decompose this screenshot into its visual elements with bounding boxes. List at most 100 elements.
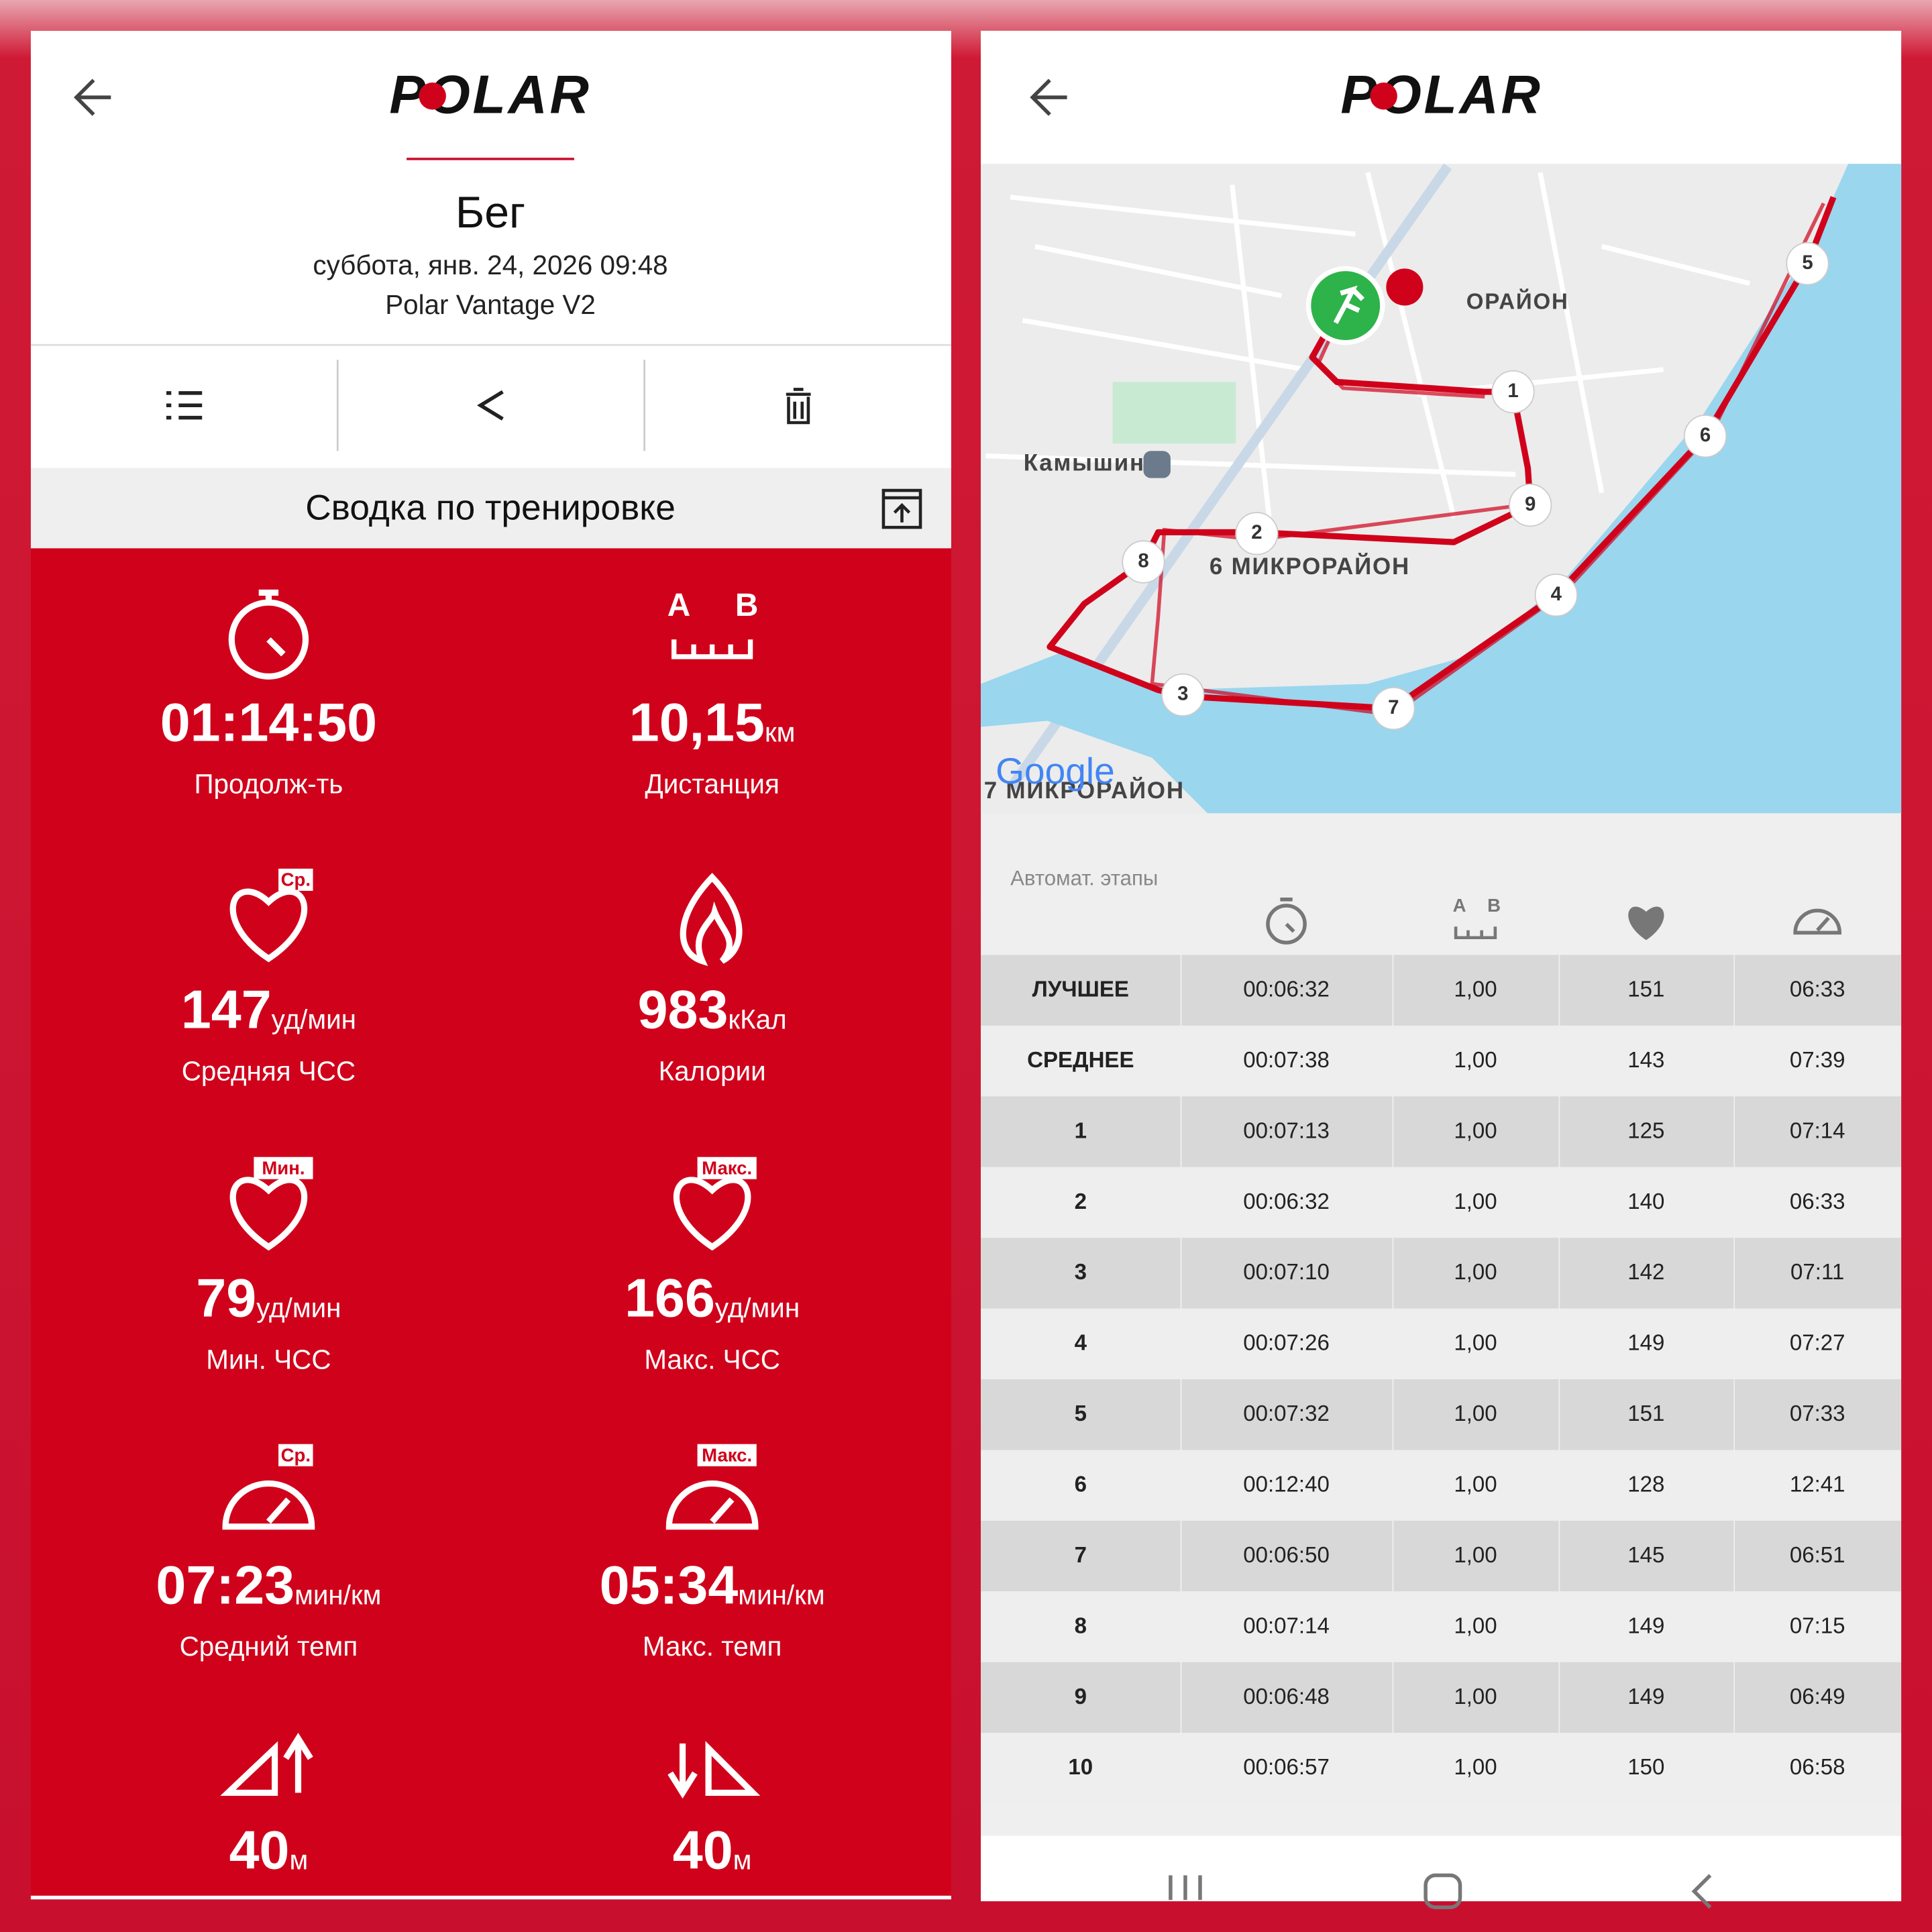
stat-value: 983кКал [638,980,787,1040]
km-marker [1235,512,1279,555]
park [1112,382,1236,444]
badge: Макс. [702,1157,752,1178]
lap-label: 4 [1075,1331,1087,1356]
km-marker-label: 7 [1388,696,1399,718]
lap-value: 149 [1627,1613,1664,1638]
table-cell [1181,1308,1393,1380]
stat-value: 07:23мин/км [156,1556,381,1616]
lap-value: 00:06:48 [1243,1684,1330,1709]
lap-value: 06:49 [1790,1684,1845,1709]
col-letter: B [1487,895,1501,916]
lap-value: 00:06:57 [1243,1755,1330,1780]
table-cell [1393,1308,1559,1380]
delete-button[interactable] [786,388,811,425]
icon-letter: B [735,588,758,623]
table-cell [981,1733,1181,1804]
lap-value: 145 [1627,1543,1664,1568]
back-button[interactable] [73,78,111,116]
lap-label: 1 [1075,1118,1087,1143]
table-cell [1393,1025,1559,1097]
table-cell [981,1591,1181,1662]
table-cell [1560,1096,1734,1167]
km-marker [1122,540,1165,584]
value: 10,15 [629,693,765,753]
stat-label: Продолж-ть [195,769,343,800]
lap-value: 1,00 [1454,1755,1497,1780]
km-marker-label: 3 [1177,683,1188,705]
km-marker-label: 9 [1525,493,1536,515]
unit: мин/км [738,1579,824,1610]
icon [665,1480,759,1530]
lap-value: 06:51 [1790,1543,1845,1568]
value: 07:23 [156,1556,294,1616]
lap-value: 00:12:40 [1243,1472,1330,1497]
stat-label: Средний темп [180,1631,358,1662]
table-cell [1181,1733,1393,1804]
table-cell [1560,1520,1734,1592]
table-cell [1181,1591,1393,1662]
unit: уд/мин [256,1292,341,1323]
laps-title: Автомат. этапы [1010,867,1158,890]
street [1230,184,1272,518]
nav-home[interactable] [1424,1873,1462,1910]
badge-bg [278,868,313,891]
lap-value: 1,00 [1454,1331,1497,1356]
icon [258,589,286,657]
share-button[interactable] [477,390,504,421]
lap-value: 149 [1627,1331,1664,1356]
nav-recent[interactable] [1169,1875,1202,1900]
stat-value: 40м [673,1821,752,1881]
icon [229,1177,308,1251]
lap-value: 1,00 [1454,1472,1497,1497]
lap-value: 150 [1627,1755,1664,1780]
lap-value: 00:07:26 [1243,1331,1330,1356]
nav-back[interactable] [1691,1874,1712,1909]
lap-value: 1,00 [1454,1613,1497,1638]
back-button[interactable] [1030,78,1067,116]
km-marker [1491,370,1535,414]
col-icon [1454,926,1497,940]
stat-label: Макс. темп [643,1631,782,1662]
badge: Мин. [262,1157,305,1178]
lap-value: 06:58 [1790,1755,1845,1780]
stat-label: Мин. ЧСС [206,1344,331,1375]
lap-value: 1,00 [1454,1543,1497,1568]
table-cell [981,1520,1181,1592]
table-cell [1560,1025,1734,1097]
station-icon [1143,451,1171,478]
table-cell [1735,1520,1902,1592]
lap-value: 125 [1627,1118,1664,1143]
table-cell [1560,1662,1734,1733]
table-cell [1393,1450,1559,1521]
lap-value: 07:14 [1790,1118,1845,1143]
stat-label: Средняя ЧСС [182,1055,356,1086]
map-label: 6 МИКРОРАЙОН [1210,553,1410,580]
lap-value: 00:07:38 [1243,1048,1330,1073]
stat-value: 05:34мин/км [600,1556,825,1616]
badge: Ср. [281,1444,311,1465]
title: Бег [455,188,525,237]
table-cell [1560,1733,1734,1804]
lap-value: 1,00 [1454,977,1497,1002]
table-cell [981,1025,1181,1097]
unit: км [765,716,795,747]
street [1365,172,1456,519]
list-button[interactable] [166,391,203,420]
lap-value: 00:06:32 [1243,977,1330,1002]
stat-value: 40м [229,1821,309,1881]
export-button[interactable] [881,488,922,529]
km-marker-label: 6 [1700,424,1711,446]
badge-bg [697,1157,757,1179]
col-icon [1280,898,1295,933]
nav-bar [981,1835,1902,1902]
table-cell [1735,1662,1902,1733]
col-icon [1793,908,1842,935]
unit: кКал [728,1004,786,1034]
lap-value: 151 [1627,1401,1664,1426]
col-icon [1628,906,1664,941]
col-letter: A [1453,895,1466,916]
value: 01:14:50 [160,693,377,753]
table-cell [1735,1733,1902,1804]
lap-value: 00:06:32 [1243,1189,1330,1214]
lap-value: 142 [1627,1260,1664,1285]
